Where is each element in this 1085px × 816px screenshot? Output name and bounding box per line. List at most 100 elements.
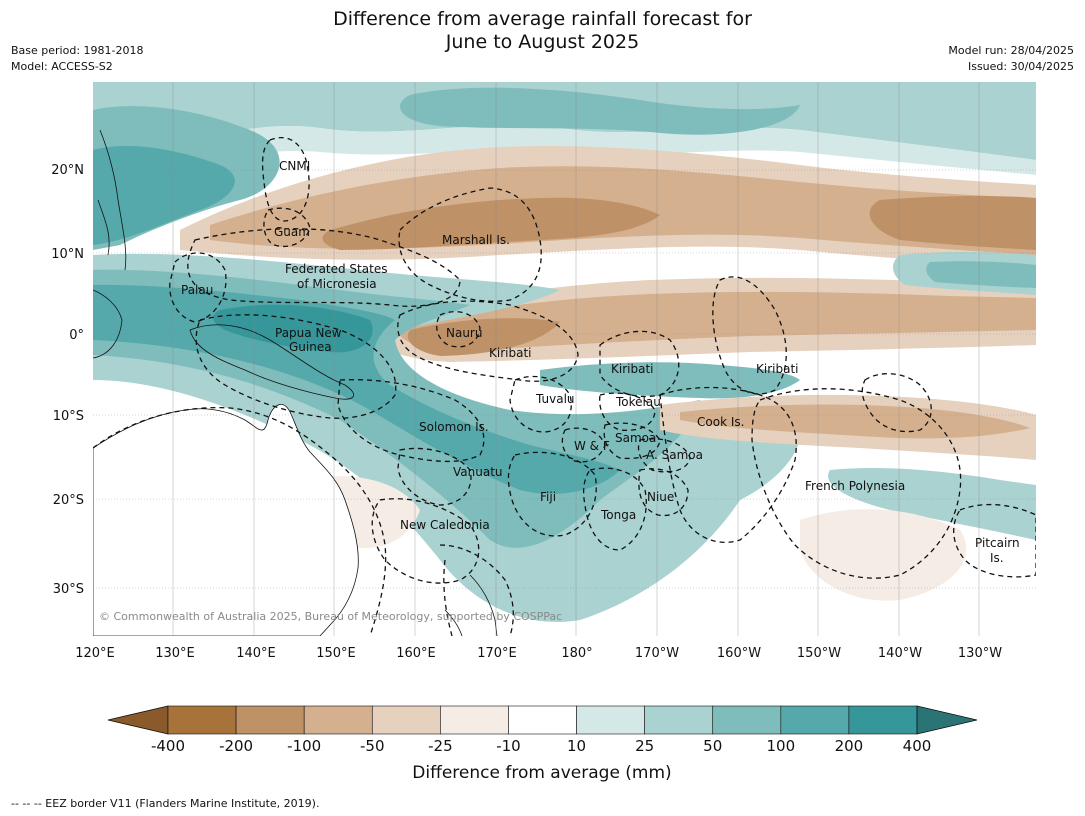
wet-anomaly-east-north-core: [926, 261, 1036, 288]
colorbar-swatch: [440, 705, 509, 735]
wet-anomaly-west-pacific-strong: [93, 284, 620, 494]
lat-label-10s: 10°S: [53, 409, 84, 424]
label-png-1: Papua New: [275, 326, 342, 340]
label-png-2: Guinea: [289, 340, 332, 354]
colorbar-swatch: [576, 705, 645, 735]
lon-label-170e: 170°E: [477, 646, 517, 661]
colorbar-tick-label: -200: [219, 737, 253, 755]
label-samoa: Samoa: [615, 431, 656, 445]
wet-anomaly-south-east: [828, 468, 1036, 540]
eez-kiribati-west: [397, 300, 579, 382]
wet-anomaly-nw-strong: [93, 145, 235, 245]
lat-label-20s: 20°S: [53, 493, 84, 508]
eez-png: [195, 314, 397, 419]
eez-marshall: [398, 187, 542, 302]
eez-guam: [263, 207, 311, 248]
map-svg: © Commonwealth of Australia 2025, Bureau…: [51, 82, 1036, 783]
label-tuvalu: Tuvalu: [535, 392, 575, 406]
eez-french-polynesia: [751, 388, 962, 579]
title-line-2: June to August 2025: [445, 31, 640, 53]
eez-tokelau: [599, 392, 656, 431]
lon-label-130w: 130°W: [958, 646, 1002, 661]
colorbar-tick-label: -100: [287, 737, 321, 755]
label-pitcairn-2: Is.: [990, 551, 1004, 565]
eez-fiji: [507, 451, 597, 537]
new-zealand-coast: [444, 574, 498, 636]
eez-kiribati-central: [599, 330, 680, 398]
dry-anomaly-southern-tongue-core: [680, 404, 1030, 439]
label-cnmi: CNMI: [279, 159, 310, 173]
colorbar-extend-max: [916, 705, 978, 735]
issued-text: Issued: 30/04/2025: [967, 60, 1074, 73]
eez-french-polynesia-east: [861, 373, 932, 433]
lat-label-30s: 30°S: [53, 582, 84, 597]
wet-anomaly-north-strong: [400, 87, 800, 135]
colorbar-tick-label: 25: [635, 737, 654, 755]
eez-palau: [169, 252, 227, 323]
label-nauru: Nauru: [446, 326, 482, 340]
colorbar-tick-label: 50: [703, 737, 722, 755]
dry-anomaly-equatorial-core: [398, 291, 1036, 351]
label-tonga: Tonga: [600, 508, 636, 522]
borneo-coast: [93, 289, 123, 359]
label-wallis-futuna: W & F: [574, 439, 610, 453]
label-niue: Niue: [647, 490, 674, 504]
eez-australia: [93, 406, 387, 636]
colorbar-tick-label: -400: [151, 737, 185, 755]
label-marshall: Marshall Is.: [442, 233, 510, 247]
eez-vanuatu: [397, 447, 472, 506]
colorbar-title: Difference from average (mm): [412, 763, 671, 783]
lon-label-150e: 150°E: [316, 646, 356, 661]
rainfall-field: © Commonwealth of Australia 2025, Bureau…: [93, 82, 1036, 636]
label-pitcairn-1: Pitcairn: [975, 536, 1020, 550]
label-kiribati-east: Kiribati: [756, 362, 798, 376]
label-guam: Guam: [274, 225, 310, 239]
label-french-polynesia: French Polynesia: [805, 479, 905, 493]
eez-niue: [638, 468, 689, 517]
colorbar-swatch: [780, 705, 850, 735]
region-labels: CNMI Guam Marshall Is. Federated States …: [181, 159, 1020, 565]
colorbar-tick-label: -25: [428, 737, 453, 755]
colorbar-swatch: [167, 705, 237, 735]
dry-anomaly-north-peak: [322, 197, 660, 250]
dry-anomaly-equatorial-peak: [407, 318, 560, 356]
eez-solomon: [337, 379, 485, 463]
map-copyright: © Commonwealth of Australia 2025, Bureau…: [99, 610, 562, 623]
colorbar-tick-label: 400: [903, 737, 932, 755]
graticule: [93, 82, 1036, 636]
eez-american-samoa: [637, 438, 691, 473]
eez-wallis-futuna: [561, 427, 606, 463]
eez-kiribati-east: [712, 276, 787, 395]
lon-label-160e: 160°E: [396, 646, 436, 661]
lon-label-120e: 120°E: [75, 646, 115, 661]
lat-label-20n: 20°N: [51, 163, 84, 178]
title-line-1: Difference from average rainfall forecas…: [333, 8, 752, 30]
model-text: Model: ACCESS-S2: [11, 60, 113, 73]
australia-landmass: [93, 404, 359, 636]
colorbar-swatch: [712, 705, 782, 735]
eez-samoa: [603, 422, 661, 460]
label-new-caledonia: New Caledonia: [400, 518, 490, 532]
lon-label-140w: 140°W: [878, 646, 922, 661]
colorbar-tick-label: -10: [496, 737, 521, 755]
eez-new-caledonia: [371, 498, 480, 584]
colorbar-swatch: [371, 705, 441, 735]
latitude-labels: 20°N 10°N 0° 10°S 20°S 30°S: [51, 163, 84, 597]
eez-new-zealand: [439, 544, 514, 636]
wet-anomaly-png-peak: [213, 304, 373, 353]
label-fsm-2: of Micronesia: [297, 277, 377, 291]
lon-label-160w: 160°W: [717, 646, 761, 661]
colorbar-swatches: [107, 705, 978, 735]
eez-tuvalu: [509, 375, 572, 433]
eez-border-legend: -- -- -- EEZ border V11 (Flanders Marine…: [11, 797, 320, 810]
colorbar-swatch: [644, 705, 714, 735]
label-cook: Cook Is.: [697, 415, 744, 429]
label-vanuatu: Vanuatu: [453, 465, 503, 479]
meta-right: Model run: 28/04/2025 Issued: 30/04/2025: [948, 43, 1074, 75]
label-kiribati-west: Kiribati: [489, 346, 531, 360]
model-run-text: Model run: 28/04/2025: [948, 44, 1074, 57]
lon-label-150w: 150°W: [797, 646, 841, 661]
dry-anomaly-north-east-peak: [869, 195, 1036, 250]
colorbar: -400 -200 -100 -50 -25 -10 10 25 50 100 200 400 Dif…: [107, 705, 978, 783]
colorbar-swatch: [235, 705, 305, 735]
